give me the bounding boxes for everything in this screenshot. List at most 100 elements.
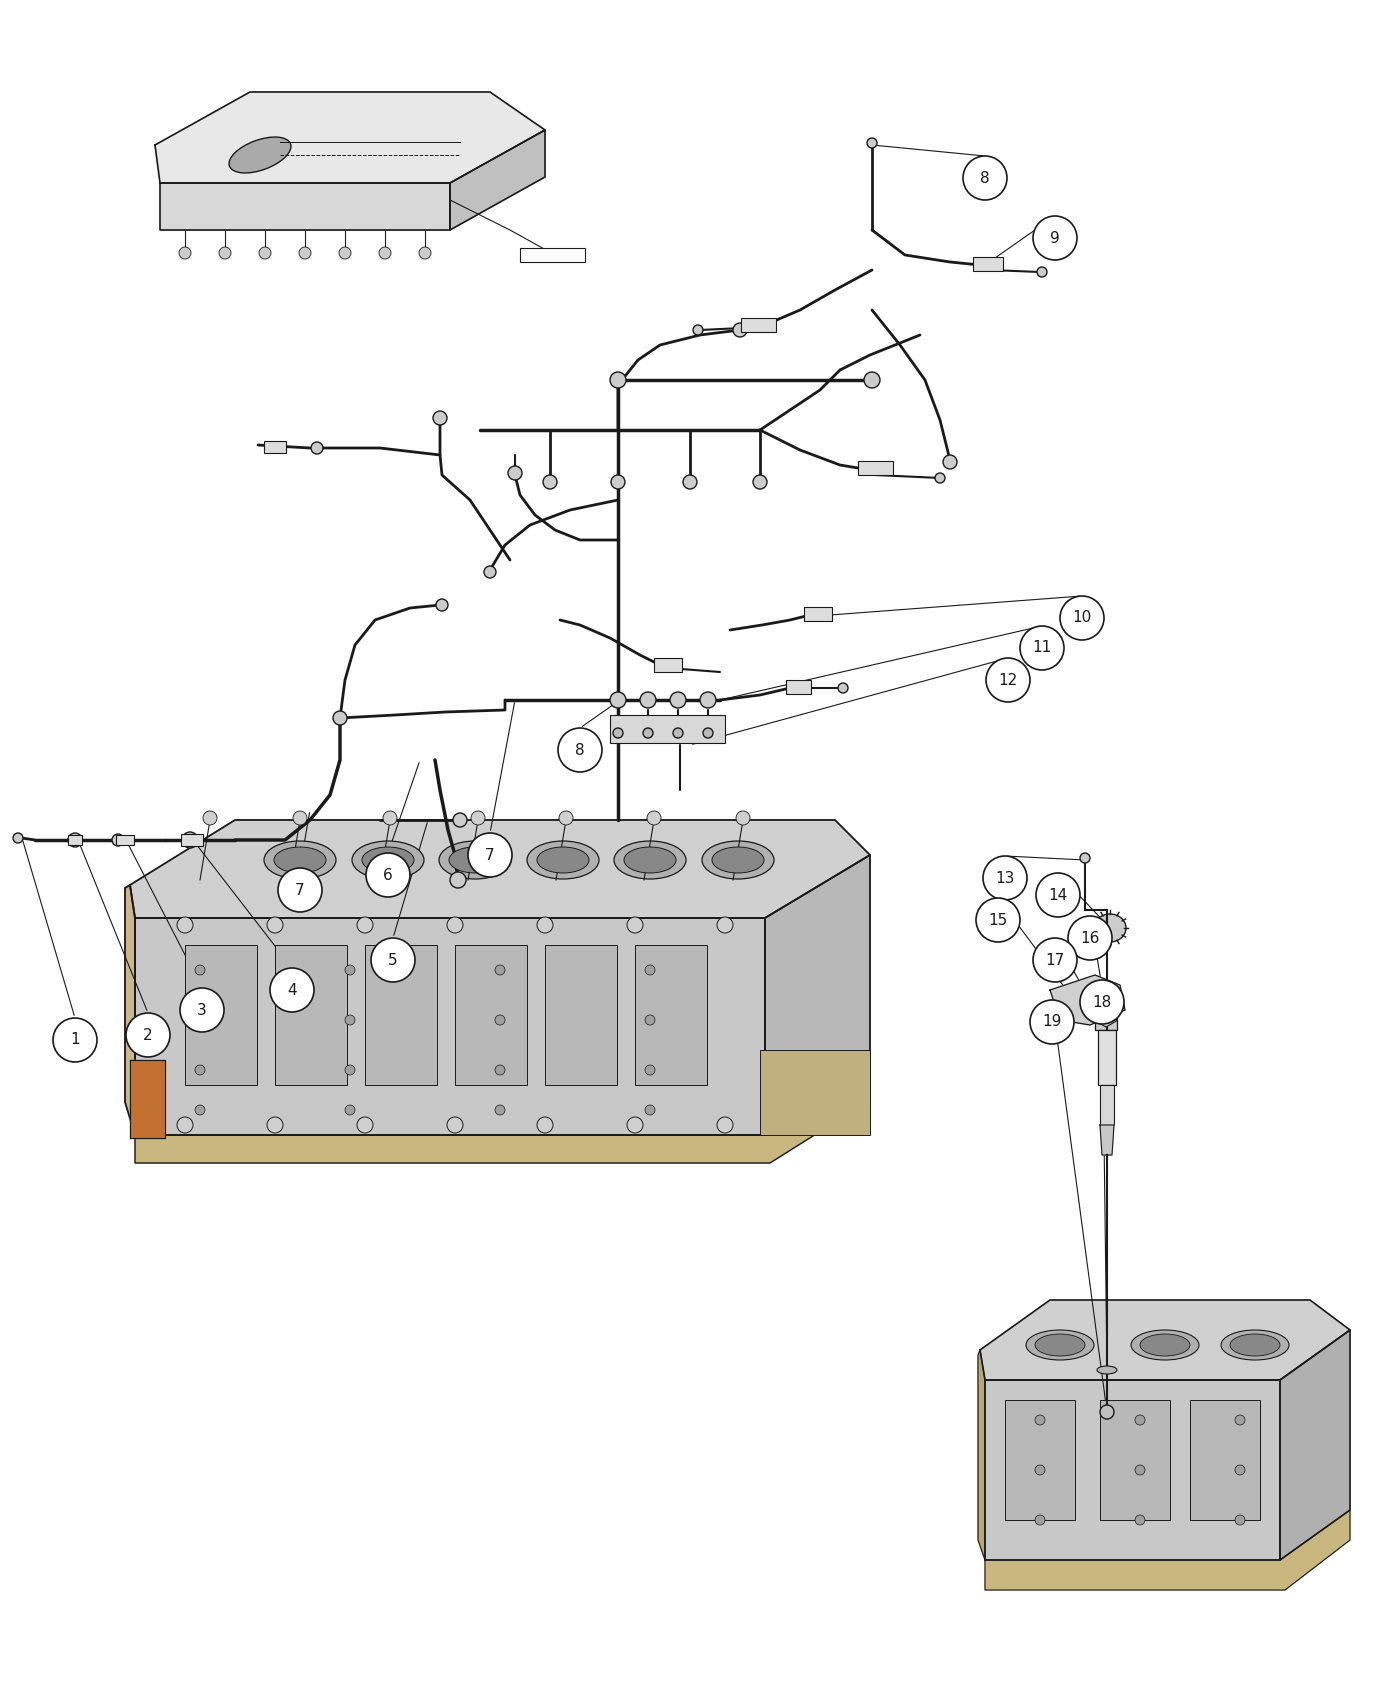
Circle shape — [379, 246, 391, 258]
Bar — [973, 257, 1002, 270]
Bar — [1100, 1401, 1170, 1520]
Circle shape — [357, 916, 372, 933]
Polygon shape — [979, 1350, 986, 1561]
Circle shape — [218, 246, 231, 258]
Circle shape — [1036, 874, 1079, 916]
Ellipse shape — [1035, 1334, 1085, 1357]
Circle shape — [839, 683, 848, 694]
Text: 8: 8 — [575, 743, 585, 758]
Circle shape — [1235, 1515, 1245, 1525]
Polygon shape — [986, 1510, 1350, 1590]
Circle shape — [293, 811, 307, 824]
Bar — [365, 945, 437, 1085]
Circle shape — [435, 598, 448, 610]
Circle shape — [1068, 916, 1112, 960]
Text: 13: 13 — [995, 870, 1015, 886]
Text: 6: 6 — [384, 867, 393, 882]
Bar — [181, 835, 203, 847]
Text: 17: 17 — [1046, 952, 1064, 967]
Circle shape — [717, 916, 734, 933]
Circle shape — [259, 246, 272, 258]
Text: 5: 5 — [388, 952, 398, 967]
Polygon shape — [764, 855, 869, 1136]
Circle shape — [1135, 1515, 1145, 1525]
Text: 16: 16 — [1081, 930, 1099, 945]
Bar — [760, 1051, 869, 1136]
Ellipse shape — [1098, 1367, 1117, 1374]
Text: 9: 9 — [1050, 231, 1060, 245]
Circle shape — [963, 156, 1007, 201]
Circle shape — [449, 872, 466, 887]
Circle shape — [1135, 1465, 1145, 1476]
Bar — [69, 835, 83, 845]
Circle shape — [447, 916, 463, 933]
Polygon shape — [125, 886, 134, 1136]
Ellipse shape — [624, 847, 676, 874]
Circle shape — [468, 833, 512, 877]
Circle shape — [935, 473, 945, 483]
Circle shape — [736, 811, 750, 824]
Ellipse shape — [449, 847, 501, 874]
Circle shape — [470, 811, 484, 824]
Bar — [265, 440, 286, 452]
Circle shape — [344, 1064, 356, 1074]
Circle shape — [371, 938, 414, 983]
Circle shape — [344, 1105, 356, 1115]
Circle shape — [673, 728, 683, 738]
Circle shape — [339, 246, 351, 258]
Circle shape — [333, 711, 347, 724]
Circle shape — [976, 898, 1021, 942]
Bar — [519, 248, 585, 262]
Bar — [1095, 1000, 1117, 1030]
Circle shape — [508, 466, 522, 479]
Circle shape — [195, 1015, 204, 1025]
Circle shape — [195, 1064, 204, 1074]
Ellipse shape — [265, 842, 336, 879]
Ellipse shape — [1026, 1329, 1093, 1360]
Polygon shape — [449, 129, 545, 230]
Text: 10: 10 — [1072, 610, 1092, 626]
Ellipse shape — [1221, 1329, 1289, 1360]
Circle shape — [447, 1117, 463, 1132]
Ellipse shape — [615, 842, 686, 879]
Circle shape — [717, 1117, 734, 1132]
Circle shape — [195, 966, 204, 976]
Circle shape — [203, 811, 217, 824]
Text: 19: 19 — [1043, 1015, 1061, 1030]
Circle shape — [279, 869, 322, 911]
Text: 12: 12 — [998, 673, 1018, 687]
Circle shape — [986, 658, 1030, 702]
Ellipse shape — [1131, 1329, 1198, 1360]
Bar — [741, 318, 776, 332]
Circle shape — [867, 138, 876, 148]
Circle shape — [176, 916, 193, 933]
Circle shape — [610, 474, 624, 490]
Bar — [804, 607, 832, 620]
Bar — [654, 658, 682, 672]
Circle shape — [1100, 988, 1110, 996]
Circle shape — [640, 692, 657, 707]
Circle shape — [559, 728, 602, 772]
Circle shape — [538, 1117, 553, 1132]
Circle shape — [126, 1013, 169, 1057]
Circle shape — [1235, 1414, 1245, 1425]
Text: 7: 7 — [295, 882, 305, 898]
Text: 2: 2 — [143, 1027, 153, 1042]
Circle shape — [300, 246, 311, 258]
Polygon shape — [1050, 976, 1126, 1025]
Ellipse shape — [526, 842, 599, 879]
Circle shape — [645, 1105, 655, 1115]
Circle shape — [419, 246, 431, 258]
Circle shape — [496, 1015, 505, 1025]
Circle shape — [1033, 216, 1077, 260]
Text: 7: 7 — [486, 848, 494, 862]
Circle shape — [613, 728, 623, 738]
Circle shape — [484, 566, 496, 578]
Circle shape — [1079, 853, 1091, 864]
Circle shape — [1235, 1465, 1245, 1476]
Polygon shape — [986, 1380, 1280, 1561]
Circle shape — [1100, 1404, 1114, 1419]
Polygon shape — [134, 1073, 869, 1163]
Polygon shape — [130, 1061, 165, 1137]
Circle shape — [1135, 1414, 1145, 1425]
